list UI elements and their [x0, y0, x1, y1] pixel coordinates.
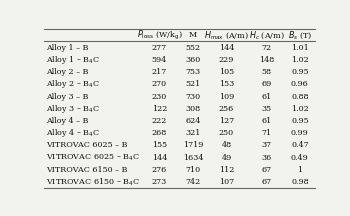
- Text: 36: 36: [261, 154, 272, 162]
- Text: 594: 594: [152, 56, 167, 64]
- Text: 1.01: 1.01: [291, 44, 309, 52]
- Text: Alloy 1 – B: Alloy 1 – B: [46, 44, 89, 52]
- Text: VITROVAC 6150 – B: VITROVAC 6150 – B: [46, 166, 127, 174]
- Text: 276: 276: [152, 166, 167, 174]
- Text: 0.95: 0.95: [291, 68, 309, 76]
- Text: 270: 270: [152, 80, 167, 88]
- Text: 742: 742: [185, 178, 201, 186]
- Text: 58: 58: [261, 68, 271, 76]
- Text: 1.02: 1.02: [291, 105, 309, 113]
- Text: 229: 229: [219, 56, 234, 64]
- Text: 0.98: 0.98: [291, 178, 309, 186]
- Text: 148: 148: [259, 56, 274, 64]
- Text: VITROVAC 6025 – B$_{4}$C: VITROVAC 6025 – B$_{4}$C: [46, 152, 140, 163]
- Text: 0.49: 0.49: [291, 154, 309, 162]
- Text: Alloy 3 – B: Alloy 3 – B: [46, 92, 89, 100]
- Text: Alloy 2 – B: Alloy 2 – B: [46, 68, 89, 76]
- Text: 552: 552: [186, 44, 201, 52]
- Text: 71: 71: [261, 129, 271, 137]
- Text: 1719: 1719: [183, 141, 203, 149]
- Text: 144: 144: [152, 154, 167, 162]
- Text: 0.96: 0.96: [291, 80, 309, 88]
- Text: 109: 109: [219, 92, 234, 100]
- Text: 72: 72: [261, 44, 271, 52]
- Text: 153: 153: [219, 80, 234, 88]
- Text: 250: 250: [219, 129, 234, 137]
- Text: Alloy 4 – B$_{4}$C: Alloy 4 – B$_{4}$C: [46, 127, 100, 139]
- Text: 127: 127: [219, 117, 234, 125]
- Text: 277: 277: [152, 44, 167, 52]
- Text: 155: 155: [152, 141, 167, 149]
- Text: VITROVAC 6025 – B: VITROVAC 6025 – B: [46, 141, 127, 149]
- Text: 61: 61: [261, 117, 272, 125]
- Text: Alloy 2 – B$_{4}$C: Alloy 2 – B$_{4}$C: [46, 78, 100, 90]
- Text: 0.95: 0.95: [291, 117, 309, 125]
- Text: 222: 222: [152, 117, 167, 125]
- Text: 112: 112: [219, 166, 234, 174]
- Text: 321: 321: [185, 129, 201, 137]
- Text: 35: 35: [261, 105, 271, 113]
- Text: 624: 624: [185, 117, 201, 125]
- Text: 1: 1: [297, 166, 302, 174]
- Text: 730: 730: [186, 92, 201, 100]
- Text: 0.99: 0.99: [291, 129, 309, 137]
- Text: 753: 753: [186, 68, 201, 76]
- Text: 0.88: 0.88: [291, 92, 309, 100]
- Text: 273: 273: [152, 178, 167, 186]
- Text: M: M: [189, 31, 197, 39]
- Text: VITROVAC 6150 – B$_{4}$C: VITROVAC 6150 – B$_{4}$C: [46, 176, 140, 188]
- Text: 308: 308: [186, 105, 201, 113]
- Text: $B_{s}$ (T): $B_{s}$ (T): [288, 29, 312, 41]
- Text: 710: 710: [186, 166, 201, 174]
- Text: 230: 230: [152, 92, 167, 100]
- Text: 67: 67: [261, 178, 271, 186]
- Text: $H_{c}$ (A/m): $H_{c}$ (A/m): [248, 29, 284, 41]
- Text: 256: 256: [219, 105, 234, 113]
- Text: 105: 105: [219, 68, 234, 76]
- Text: Alloy 4 – B: Alloy 4 – B: [46, 117, 89, 125]
- Text: Alloy 3 – B$_{4}$C: Alloy 3 – B$_{4}$C: [46, 103, 100, 115]
- Text: 37: 37: [261, 141, 271, 149]
- Text: 61: 61: [261, 92, 272, 100]
- Text: 122: 122: [152, 105, 167, 113]
- Text: 49: 49: [221, 154, 232, 162]
- Text: 217: 217: [152, 68, 167, 76]
- Text: 268: 268: [152, 129, 167, 137]
- Text: 1634: 1634: [183, 154, 203, 162]
- Text: $P_{\mathrm{loss}}$ (W/k$_{\mathrm{g}}$): $P_{\mathrm{loss}}$ (W/k$_{\mathrm{g}}$): [136, 29, 182, 42]
- Text: 144: 144: [219, 44, 234, 52]
- Text: 69: 69: [261, 80, 272, 88]
- Text: 67: 67: [261, 166, 271, 174]
- Text: $H_{\mathrm{max}}$ (A/m): $H_{\mathrm{max}}$ (A/m): [204, 29, 249, 41]
- Text: 521: 521: [185, 80, 201, 88]
- Text: 360: 360: [185, 56, 201, 64]
- Text: 0.47: 0.47: [291, 141, 309, 149]
- Text: 1.02: 1.02: [291, 56, 309, 64]
- Text: 107: 107: [219, 178, 234, 186]
- Text: 48: 48: [222, 141, 231, 149]
- Text: Alloy 1 – B$_{4}$C: Alloy 1 – B$_{4}$C: [46, 54, 100, 66]
